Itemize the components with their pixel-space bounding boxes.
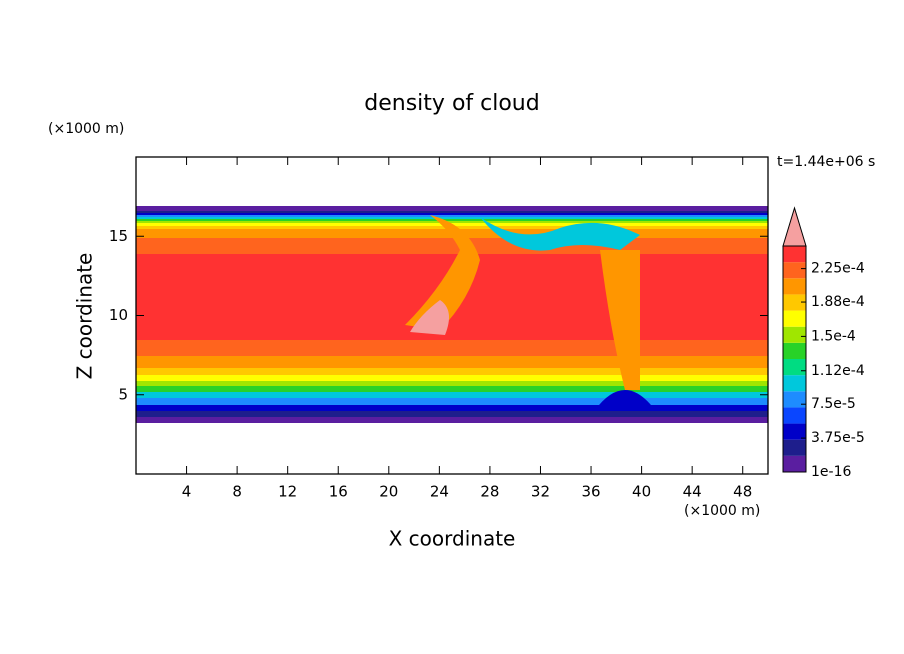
chart-title: density of cloud [364,91,539,116]
time-label: t=1.44e+06 s [777,154,875,170]
colorbar-segment [783,391,806,408]
colorbar-segment [783,455,806,472]
colorbar-tick-label: 1.12e-4 [811,363,865,379]
x-tick-label: 36 [581,483,600,501]
x-tick-label: 20 [379,483,398,501]
colorbar-tick-label: 1.88e-4 [811,294,865,310]
colorbar-frame [782,245,807,473]
colorbar-segment [783,262,806,279]
colorbar-tick-label: 2.25e-4 [811,261,865,277]
colorbar-extend [782,206,807,247]
colorbar-segment [783,407,806,424]
x-tick-label: 12 [278,483,297,501]
colorbar-segment [783,423,806,440]
x-tick-label: 8 [232,483,242,501]
y-tick-label: 10 [109,306,128,324]
y-tick-label: 15 [109,227,128,245]
colorbar-segment [783,294,806,311]
x-axis-title: X coordinate [389,527,516,551]
y-unit: (×1000 m) [48,121,124,137]
colorbar-segment [783,326,806,343]
colorbar-segment [783,278,806,295]
x-tick-label: 16 [329,483,348,501]
x-tick-label: 24 [430,483,449,501]
x-tick-label: 28 [480,483,499,501]
x-tick-label: 48 [733,483,752,501]
x-tick-label: 40 [632,483,651,501]
colorbar-tick-label: 7.5e-5 [811,396,856,412]
colorbar-tick-label: 1.5e-4 [811,328,856,344]
y-tick-label: 5 [118,385,128,403]
x-tick-label: 32 [531,483,550,501]
x-tick-label: 44 [683,483,702,501]
x-tick-label: 4 [182,483,192,501]
colorbar-tick-label: 3.75e-5 [811,430,865,446]
x-unit: (×1000 m) [684,503,760,519]
colorbar-segment [783,375,806,392]
contour-field [136,206,768,423]
colorbar-segment [783,359,806,376]
colorbar-segment [783,342,806,359]
colorbar-segment [783,310,806,327]
colorbar-segment [783,439,806,456]
colorbar-tick-label: 1e-16 [811,464,851,480]
colorbar-segment [783,246,806,263]
y-axis-title: Z coordinate [73,253,97,380]
